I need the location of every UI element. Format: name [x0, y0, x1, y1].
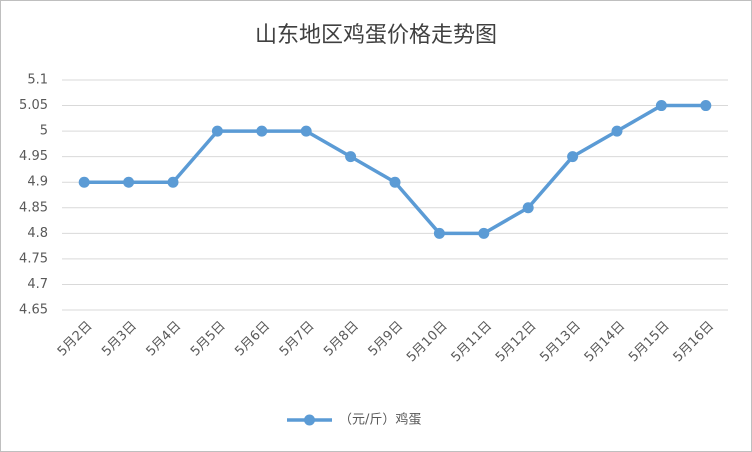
y-tick-label: 5: [40, 124, 48, 139]
y-tick-label: 4.75: [19, 251, 48, 266]
y-tick-label: 4.9: [27, 175, 48, 190]
data-point: [345, 151, 357, 163]
data-point: [123, 176, 135, 188]
data-point: [478, 227, 490, 239]
y-tick-label: 4.7: [27, 277, 48, 292]
chart-title: 山东地区鸡蛋价格走势图: [255, 23, 497, 48]
data-point: [78, 176, 90, 188]
y-tick-label: 4.65: [19, 303, 48, 318]
data-point: [389, 176, 401, 188]
data-point: [611, 125, 623, 137]
legend-label: （元/斤）鸡蛋: [339, 412, 421, 428]
y-tick-label: 4.85: [19, 200, 48, 215]
data-point: [700, 100, 712, 112]
data-point: [655, 100, 667, 112]
y-tick-label: 5.05: [19, 98, 48, 113]
data-point: [256, 125, 268, 137]
data-point: [300, 125, 312, 137]
data-point: [522, 202, 534, 214]
y-tick-label: 4.8: [27, 226, 48, 241]
y-tick-label: 4.95: [19, 149, 48, 164]
data-point: [433, 227, 445, 239]
data-point: [167, 176, 179, 188]
y-tick-label: 5.1: [27, 73, 48, 88]
data-point: [211, 125, 223, 137]
legend-marker: [304, 414, 315, 426]
data-point: [567, 151, 579, 163]
